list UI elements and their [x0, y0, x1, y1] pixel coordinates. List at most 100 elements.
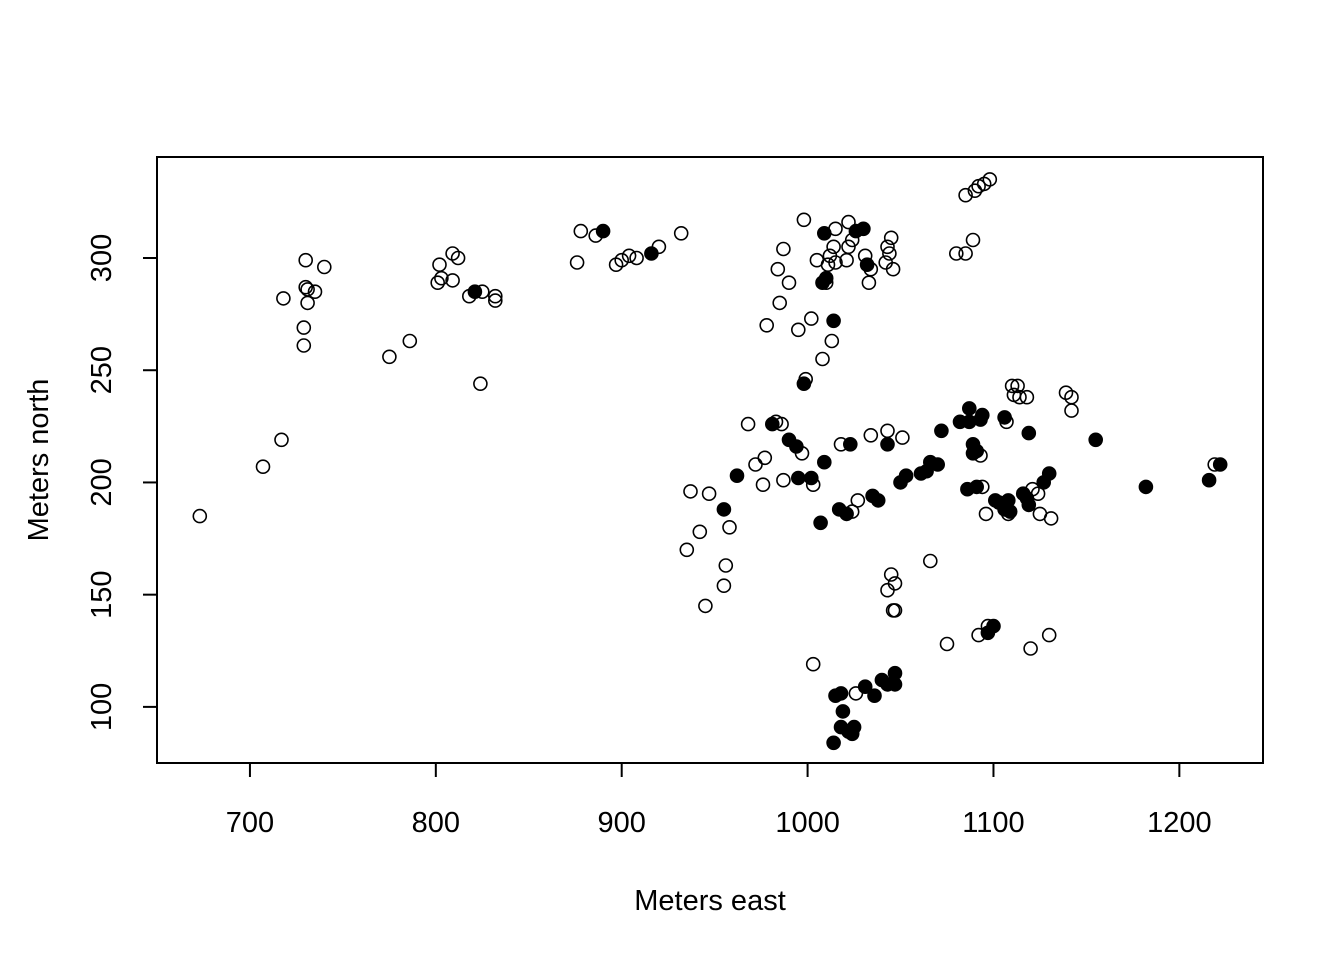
open-point — [883, 567, 899, 582]
filled-point — [969, 479, 985, 495]
filled-point — [867, 688, 882, 704]
open-point — [880, 423, 895, 439]
filled-point — [846, 719, 862, 735]
open-point — [755, 477, 771, 493]
open-point — [922, 553, 938, 569]
open-point — [824, 333, 840, 349]
open-point — [307, 284, 323, 300]
open-point — [1064, 403, 1079, 418]
open-point — [300, 282, 315, 297]
open-point — [382, 349, 397, 365]
filled-point — [969, 443, 985, 459]
filled-point — [644, 246, 659, 261]
x-tick-label: 800 — [412, 807, 460, 839]
filled-point — [803, 470, 819, 486]
filled-point — [1021, 425, 1037, 441]
open-point — [887, 603, 903, 618]
open-point — [255, 459, 271, 475]
filled-point — [818, 270, 834, 286]
x-axis-label: Meters east — [634, 885, 786, 917]
filled-point — [789, 439, 804, 454]
x-tick-label: 1000 — [775, 807, 840, 839]
open-point — [430, 275, 446, 291]
y-tick-label: 100 — [86, 683, 118, 731]
open-point — [965, 232, 981, 248]
open-point — [1010, 378, 1025, 394]
open-point — [790, 322, 806, 338]
x-tick-label: 900 — [598, 807, 646, 839]
open-point — [880, 582, 895, 598]
filled-point — [833, 686, 849, 701]
open-point — [573, 223, 589, 239]
plot-frame — [156, 156, 1264, 764]
open-point — [316, 259, 332, 275]
open-point — [487, 293, 503, 308]
filled-point — [716, 502, 732, 517]
filled-point — [467, 284, 483, 300]
y-tick-label: 150 — [86, 570, 118, 618]
open-point — [192, 508, 208, 524]
open-point — [298, 279, 314, 295]
filled-point — [887, 677, 903, 692]
open-point — [820, 257, 836, 273]
open-point — [1041, 627, 1057, 643]
filled-point — [974, 407, 990, 423]
open-point — [757, 450, 773, 466]
filled-point — [1021, 497, 1037, 513]
open-point — [692, 524, 708, 540]
filled-point — [826, 735, 841, 751]
open-point — [450, 250, 466, 266]
open-point — [718, 558, 734, 573]
filled-point — [839, 506, 854, 522]
open-point — [815, 351, 830, 367]
open-point — [683, 484, 698, 499]
y-axis-label: Meters north — [23, 379, 55, 542]
y-tick-label: 200 — [86, 458, 118, 506]
open-point — [434, 270, 449, 286]
open-point — [698, 598, 713, 614]
open-point — [978, 506, 994, 522]
open-point — [805, 656, 821, 672]
filled-point — [1212, 457, 1228, 472]
open-point — [776, 472, 791, 488]
open-point — [1019, 389, 1035, 405]
open-point — [629, 250, 644, 266]
open-point — [276, 291, 291, 306]
open-point — [781, 275, 797, 291]
open-point — [487, 288, 503, 304]
open-point — [982, 172, 998, 187]
filled-point — [813, 515, 828, 531]
open-point — [473, 376, 488, 392]
y-tick-label: 250 — [86, 346, 118, 394]
filled-point — [857, 679, 873, 695]
open-point — [1012, 389, 1027, 405]
open-point — [445, 273, 460, 288]
open-point — [861, 275, 877, 291]
open-point — [296, 320, 312, 335]
y-axis: 100 150 200 250 300 — [86, 234, 158, 731]
open-point — [679, 542, 695, 558]
open-point — [1023, 641, 1038, 656]
x-axis: 700 800 900 1000 1100 1200 — [226, 762, 1212, 839]
filled-point — [961, 401, 977, 416]
filled-point — [790, 470, 806, 486]
filled-point — [1041, 466, 1057, 481]
open-point — [850, 493, 866, 508]
open-point — [841, 239, 856, 255]
filled-point — [856, 221, 871, 237]
open-point — [402, 333, 418, 349]
open-point — [939, 636, 955, 652]
open-point — [828, 255, 843, 270]
open-point — [967, 183, 983, 198]
open-point — [863, 427, 879, 443]
filled-point — [595, 223, 611, 239]
filled-point — [930, 457, 946, 472]
open-point — [958, 187, 973, 203]
filled-point — [764, 416, 780, 432]
open-point — [882, 246, 897, 261]
filled-point — [870, 493, 886, 508]
open-point — [880, 239, 895, 255]
points-layer — [192, 172, 1228, 751]
open-point — [569, 255, 585, 270]
open-point — [740, 416, 756, 432]
